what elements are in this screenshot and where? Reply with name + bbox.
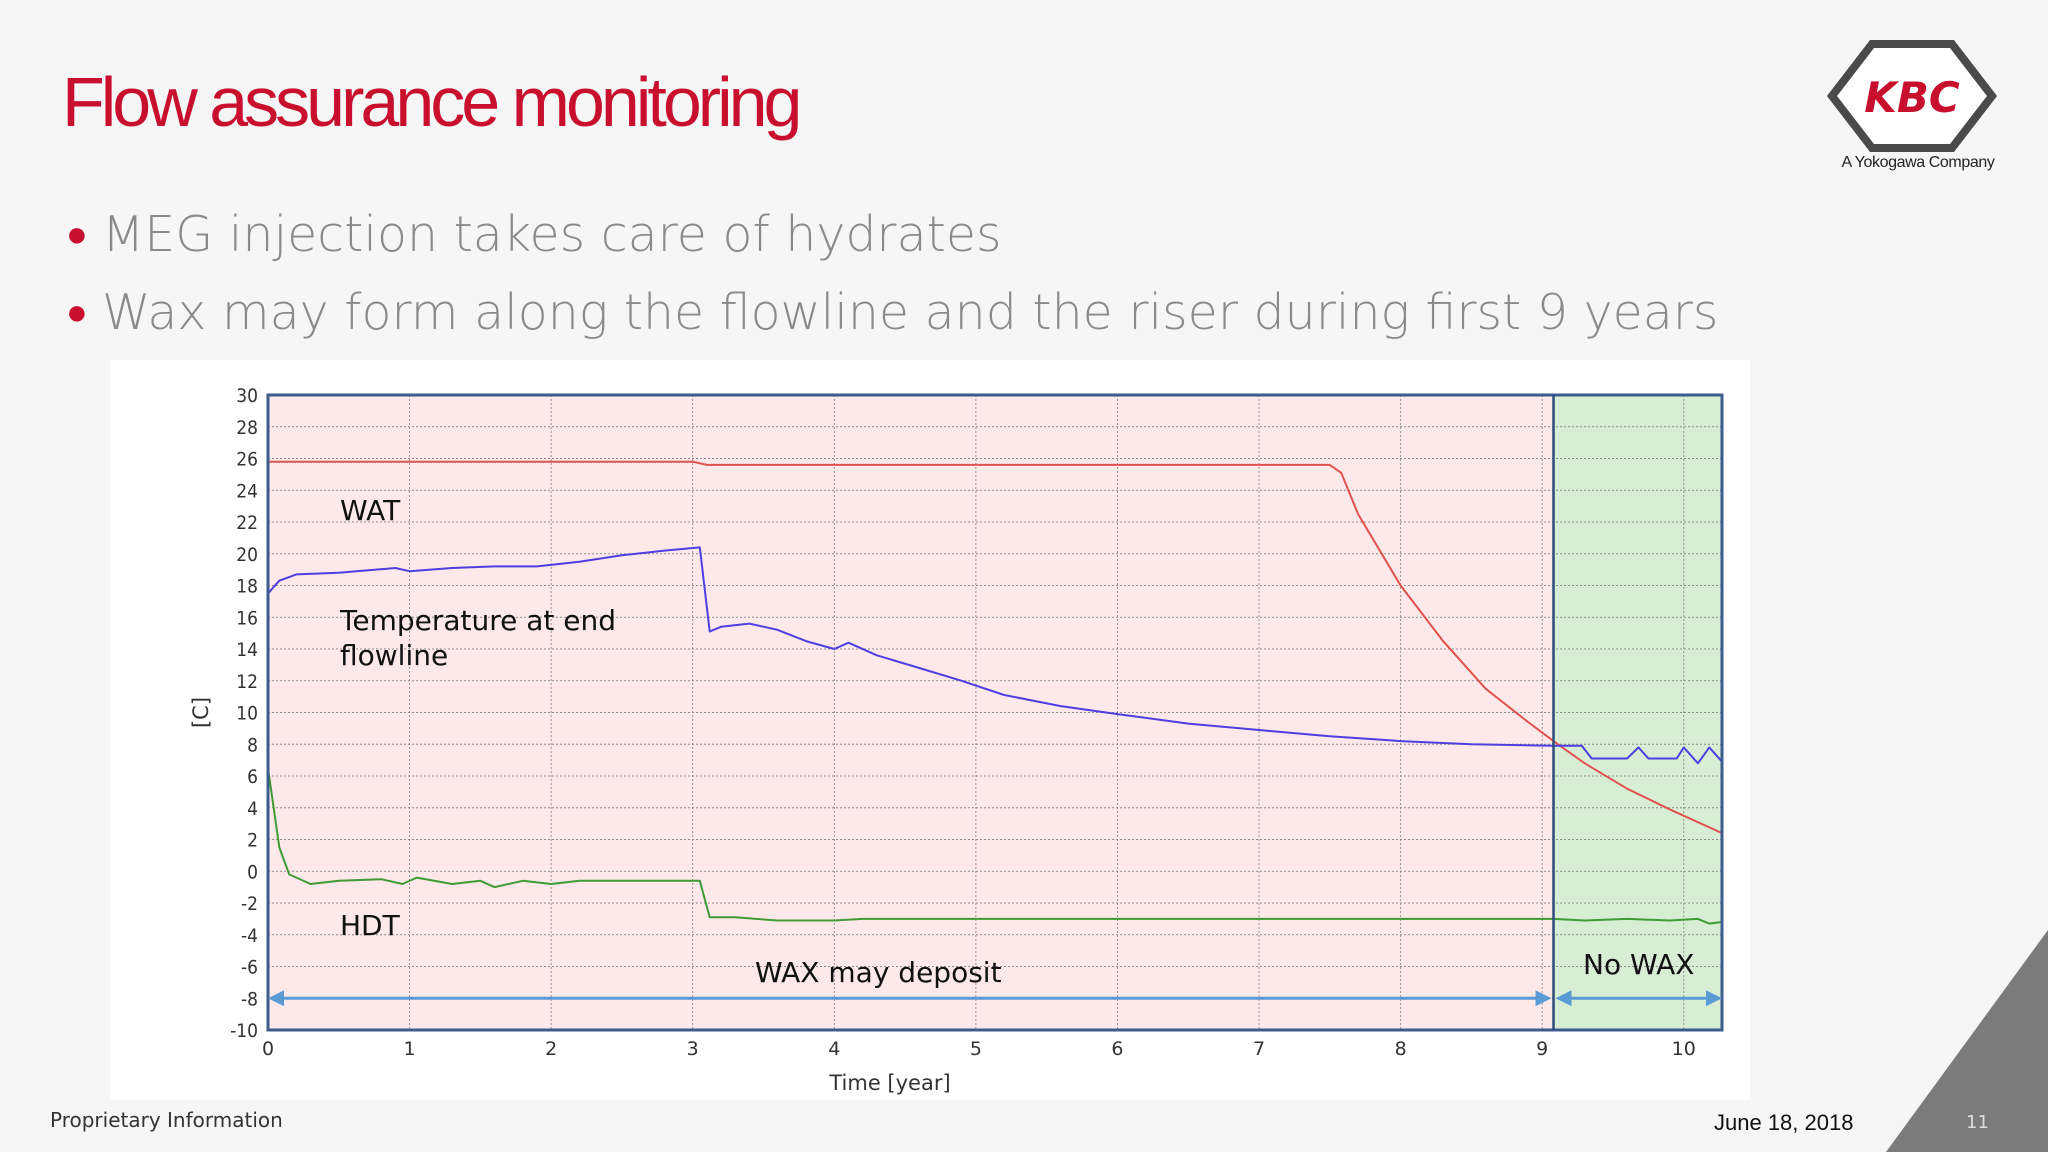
y-tick-label: -4 (241, 925, 258, 947)
bullet-item: ● MEG injection takes care of hydrates (62, 202, 1718, 280)
region-wax-may-deposit (268, 395, 1554, 1030)
plot-frame (266, 393, 1724, 1032)
page-number: 11 (1966, 1112, 1989, 1133)
y-tick-label: 0 (247, 861, 258, 883)
y-tick-label: -8 (241, 988, 258, 1010)
y-tick-label: 8 (247, 734, 258, 756)
footer-proprietary: Proprietary Information (50, 1108, 283, 1132)
x-tick-label: 8 (1395, 1038, 1407, 1060)
arrow-no-wax (1555, 990, 1722, 1007)
logo-text: KBC (1864, 73, 1960, 122)
y-tick-label: 18 (236, 576, 258, 598)
x-tick-label: 0 (262, 1038, 274, 1060)
series-line-hdt (267, 767, 1723, 925)
region-label-wax: WAX may deposit (755, 956, 1002, 989)
kbc-logo-icon: KBC (1826, 40, 1998, 152)
y-tick-label: 26 (236, 449, 258, 471)
arrow-head-left-icon (1555, 990, 1572, 1007)
slide-title: Flow assurance monitoring (62, 63, 802, 141)
y-tick-label: -2 (241, 893, 258, 915)
y-tick-label: -10 (230, 1020, 258, 1042)
y-axis-label: [C] (189, 697, 213, 728)
annotation-temperature: Temperature at end flowline (339, 604, 616, 672)
series-line-wat (268, 460, 1723, 835)
x-tick-label: 9 (1536, 1038, 1548, 1060)
x-tick-label: 1 (404, 1038, 416, 1060)
logo-subtitle: A Yokogawa Company (1841, 154, 1995, 171)
y-tick-label: 24 (236, 480, 258, 502)
y-tick-label: 22 (236, 512, 258, 534)
y-tick-label: 10 (236, 703, 258, 725)
annotation-wat: WAT (340, 494, 401, 527)
arrow-head-right-icon (1706, 990, 1722, 1007)
y-tick-label: 14 (236, 639, 258, 661)
bullet-dot-icon: ● (66, 292, 88, 333)
x-tick-label: 6 (1111, 1038, 1123, 1060)
y-tick-label: -6 (241, 957, 258, 979)
series-line-temperature (267, 546, 1723, 765)
x-axis-label: Time [year] (828, 1071, 950, 1095)
chart-panel: -10 -8 -6 -4 -2 0 2 4 6 8 10 12 14 16 18 20 22 24 26 28 30 0 1… (110, 360, 1750, 1100)
region-label-no-wax: No WAX (1583, 948, 1694, 981)
y-tick-label: 4 (247, 798, 258, 820)
y-tick-label: 20 (236, 544, 258, 566)
bullet-text: Wax may form along the flowline and the … (102, 284, 1719, 341)
bullet-item: ● Wax may form along the flowline and the… (62, 280, 1718, 358)
arrow-head-left-icon (268, 990, 284, 1007)
annotation-hdt: HDT (340, 909, 401, 942)
bullet-list: ● MEG injection takes care of hydrates ● W… (62, 202, 1718, 358)
x-tick-label: 4 (828, 1038, 840, 1060)
x-tick-label: 3 (687, 1038, 699, 1060)
y-tick-label: 12 (236, 671, 258, 693)
annotation-line: Temperature at end (339, 604, 616, 637)
bullet-dot-icon: ● (66, 214, 88, 255)
x-tick-label: 5 (970, 1038, 982, 1060)
x-tick-label: 10 (1672, 1038, 1696, 1060)
footer-date: June 18, 2018 (1714, 1110, 1854, 1135)
y-tick-label: 16 (236, 607, 258, 629)
arrow-wax-may-deposit (268, 990, 1552, 1007)
y-tick-label: 2 (247, 830, 258, 852)
arrow-head-right-icon (1535, 990, 1552, 1007)
y-tick-label: 6 (247, 766, 258, 788)
x-tick-label: 2 (545, 1038, 557, 1060)
corner-triangle-icon (1886, 930, 2048, 1152)
annotation-line: flowline (340, 639, 448, 672)
x-tick-label: 7 (1253, 1038, 1265, 1060)
bullet-text: MEG injection takes care of hydrates (102, 206, 1002, 263)
y-tick-label: 28 (236, 417, 258, 439)
y-tick-label: 30 (236, 385, 258, 407)
